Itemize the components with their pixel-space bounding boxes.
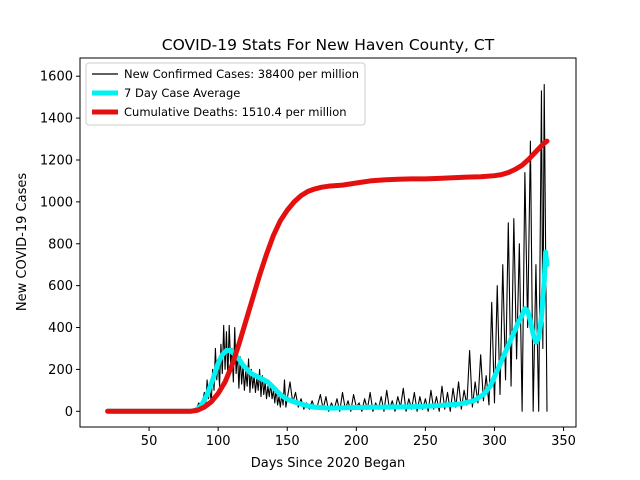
y-tick-label: 1000: [40, 195, 73, 210]
x-tick-label: 100: [206, 434, 231, 449]
y-tick-label: 1200: [40, 153, 73, 168]
x-tick-label: 350: [551, 434, 576, 449]
y-tick-label: 200: [48, 363, 73, 378]
y-tick-label: 1400: [40, 112, 73, 127]
legend-box: [85, 62, 366, 126]
x-tick-label: 150: [275, 434, 300, 449]
x-tick-label: 300: [482, 434, 507, 449]
y-tick-label: 800: [48, 237, 73, 252]
series-new-confirmed-cases: [107, 84, 548, 412]
legend-label-new-cases: New Confirmed Cases: 38400 per million: [124, 67, 359, 81]
x-axis-label: Days Since 2020 Began: [251, 456, 406, 471]
legend-label-7-day-average: 7 Day Case Average: [124, 86, 240, 100]
legend: New Confirmed Cases: 38400 per million 7…: [85, 62, 366, 126]
y-tick-label: 400: [48, 321, 73, 336]
legend-label-cumulative-deaths: Cumulative Deaths: 1510.4 per million: [124, 105, 347, 119]
x-tick-label: 200: [344, 434, 369, 449]
x-tick-label: 50: [141, 434, 158, 449]
chart-title: COVID-19 Stats For New Haven County, CT: [162, 36, 495, 54]
y-tick-label: 600: [48, 279, 73, 294]
series-7-day-case-average: [105, 249, 550, 414]
y-tick-label: 0: [65, 405, 73, 420]
x-tick-label: 250: [413, 434, 438, 449]
y-tick-label: 1600: [40, 70, 73, 85]
series-cumulative-deaths: [105, 138, 550, 414]
y-axis-label: New COVID-19 Cases: [15, 173, 30, 311]
plot-frame: [79, 57, 577, 428]
